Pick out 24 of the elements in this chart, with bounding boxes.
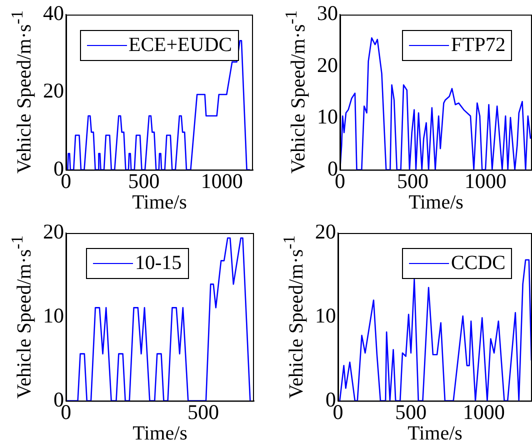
x-axis-title: Time/s <box>408 191 464 214</box>
x-tick-label: 500 <box>128 168 160 193</box>
x-axis-title: Time/s <box>132 191 188 214</box>
legend-label: 10-15 <box>135 252 182 275</box>
x-tick-label: 1000 <box>464 168 506 193</box>
y-tick-label: 20 <box>315 220 336 244</box>
x-tick-label: 500 <box>187 400 219 424</box>
legend-label: CCDC <box>451 252 506 275</box>
y-tick-label: 10 <box>315 303 336 328</box>
y-tick-label: 30 <box>317 1 338 26</box>
x-tick-label: 1000 <box>200 168 243 193</box>
legend-label: FTP72 <box>451 34 506 57</box>
x-tick-label: 500 <box>395 400 427 424</box>
y-tick-label: 20 <box>43 220 64 244</box>
x-axis-title: Time/s <box>132 422 188 444</box>
y-tick-label: 10 <box>43 303 64 328</box>
x-axis-title: Time/s <box>408 422 463 444</box>
y-tick-label: 10 <box>317 104 338 129</box>
y-tick-label: 20 <box>317 52 338 77</box>
y-tick-label: 40 <box>43 1 64 26</box>
x-tick-label: 1000 <box>462 400 505 424</box>
y-tick-label: 20 <box>43 78 64 103</box>
x-tick-label: 500 <box>396 168 428 193</box>
legend-label: ECE+EUDC <box>128 34 232 57</box>
